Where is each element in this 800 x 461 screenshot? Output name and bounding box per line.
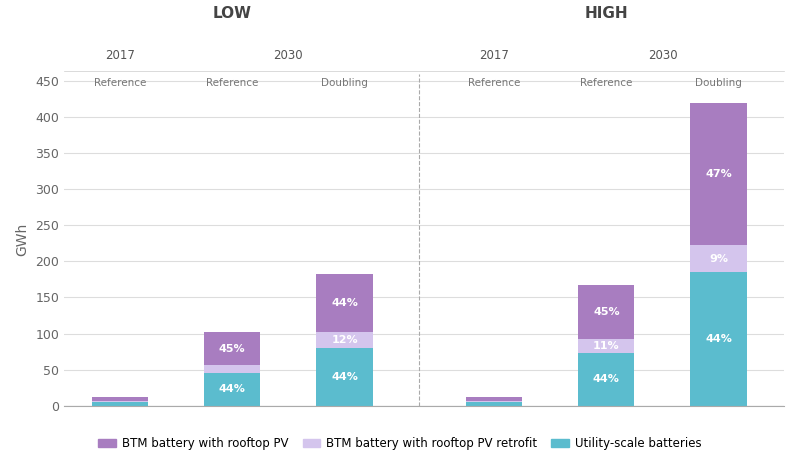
- Text: Reference: Reference: [206, 78, 258, 88]
- Bar: [466, 402, 522, 406]
- Y-axis label: GWh: GWh: [16, 223, 30, 256]
- Bar: [204, 332, 260, 365]
- Text: 2030: 2030: [274, 49, 303, 62]
- Bar: [317, 348, 373, 406]
- Text: 2017: 2017: [479, 49, 509, 62]
- Bar: [204, 373, 260, 406]
- Text: 44%: 44%: [331, 372, 358, 382]
- Bar: [690, 103, 746, 245]
- Text: 2030: 2030: [648, 49, 678, 62]
- Bar: [690, 272, 746, 406]
- Text: 47%: 47%: [705, 169, 732, 179]
- Text: 44%: 44%: [219, 384, 246, 395]
- Text: 2017: 2017: [105, 49, 135, 62]
- Text: HIGH: HIGH: [585, 6, 628, 21]
- Bar: [466, 397, 522, 401]
- Text: 45%: 45%: [219, 343, 246, 354]
- Text: Reference: Reference: [468, 78, 520, 88]
- Text: LOW: LOW: [213, 6, 252, 21]
- Bar: [92, 402, 148, 406]
- Text: 44%: 44%: [331, 298, 358, 308]
- Bar: [317, 274, 373, 332]
- Text: 44%: 44%: [705, 334, 732, 344]
- Bar: [92, 397, 148, 401]
- Bar: [317, 332, 373, 348]
- Text: Reference: Reference: [580, 78, 633, 88]
- Text: 44%: 44%: [593, 374, 620, 384]
- Text: Doubling: Doubling: [321, 78, 368, 88]
- Bar: [204, 365, 260, 373]
- Bar: [466, 401, 522, 402]
- Text: 45%: 45%: [593, 307, 620, 317]
- Legend: BTM battery with rooftop PV, BTM battery with rooftop PV retrofit, Utility-scale: BTM battery with rooftop PV, BTM battery…: [94, 433, 706, 455]
- Bar: [578, 353, 634, 406]
- Bar: [92, 401, 148, 402]
- Text: Doubling: Doubling: [695, 78, 742, 88]
- Bar: [578, 339, 634, 353]
- Text: Reference: Reference: [94, 78, 146, 88]
- Bar: [578, 285, 634, 339]
- Text: 12%: 12%: [331, 335, 358, 345]
- Text: 11%: 11%: [593, 341, 620, 351]
- Text: 9%: 9%: [709, 254, 728, 264]
- Bar: [690, 245, 746, 272]
